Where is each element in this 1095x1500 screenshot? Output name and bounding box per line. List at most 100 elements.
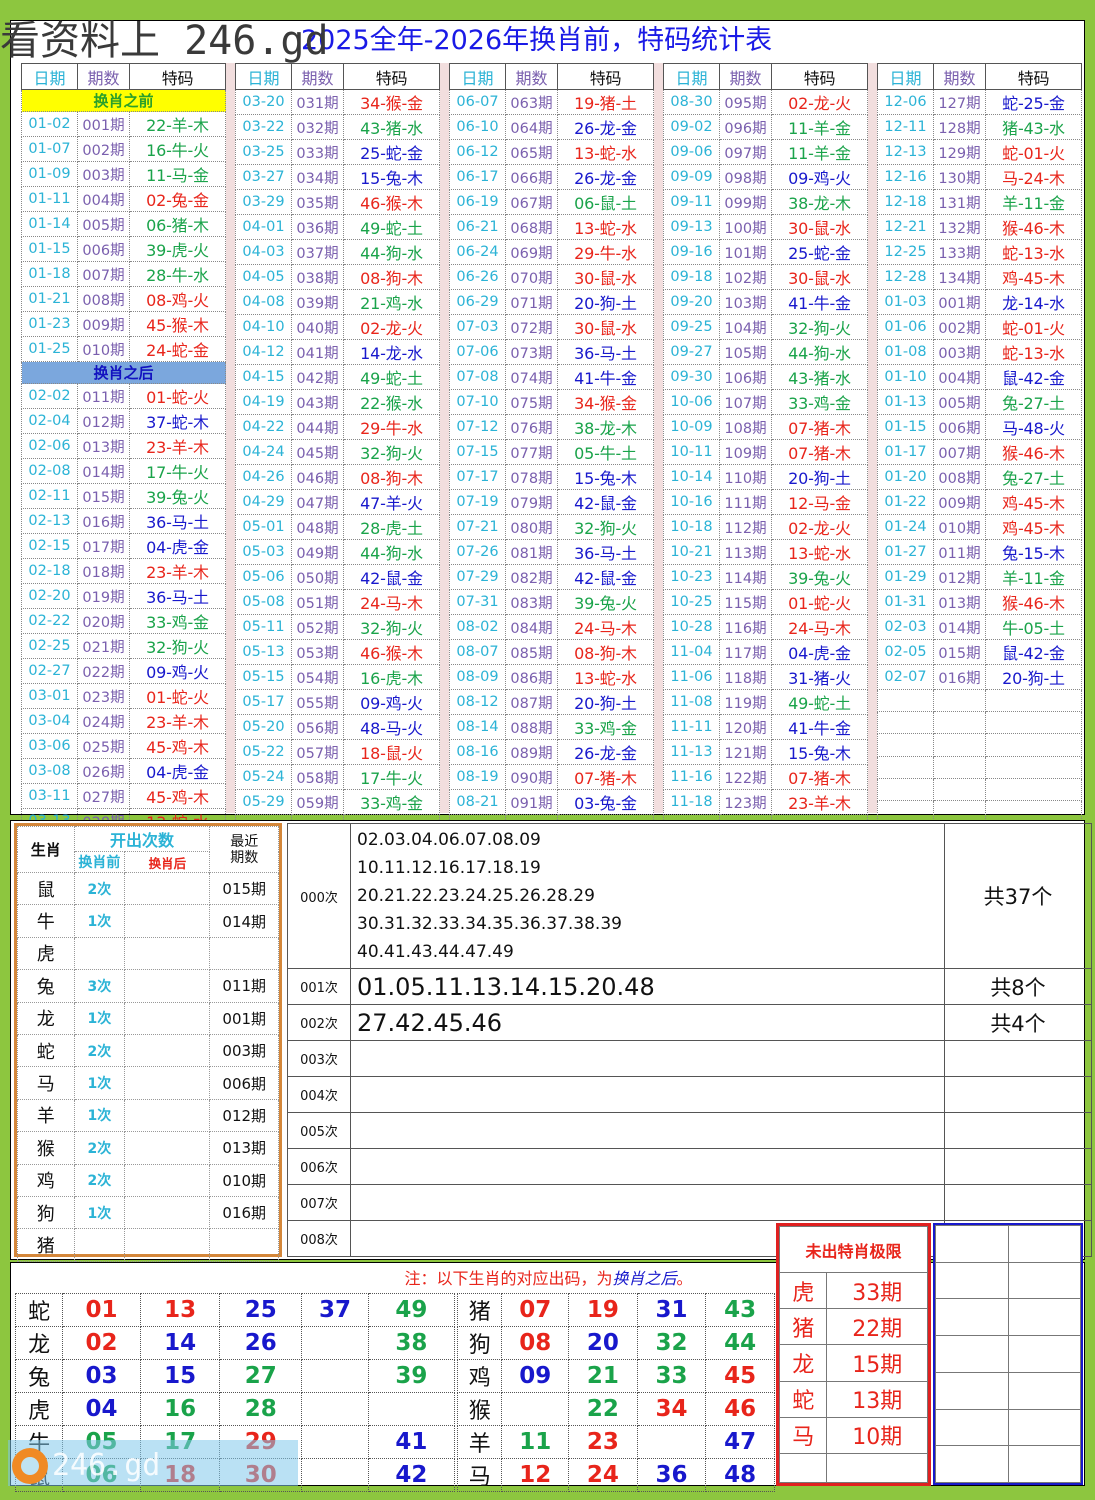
cell-date: 10-18 [663,514,720,540]
col-header-date: 日期 [449,63,506,90]
cell-date: 06-26 [449,264,506,290]
numbers-row [350,1184,945,1221]
cell-code: 42-鼠-金 [557,564,654,590]
cell-issue: 031期 [291,89,344,115]
note-emphasis: 换肖之后 [612,1269,677,1288]
cell-date: 01-21 [21,286,78,313]
table-row: 03-25 033期 25-蛇-金 [235,139,440,165]
empty-cell [877,711,934,735]
zodiac-number-cell: 08 [501,1326,570,1360]
col-header-code: 特码 [771,63,868,90]
blue-box-cell [935,1335,1009,1373]
table-row: 02-20 019期 36-马-土 [21,583,226,610]
cell-issue: 077期 [505,439,558,465]
zodiac-number-cell: 15 [139,1359,221,1393]
cell-date: 04-08 [235,289,292,315]
zodiac-number-cell: 38 [367,1326,456,1360]
cell-code: 17-牛-火 [129,458,226,485]
blue-box-table [935,1225,1081,1483]
cell-code: 29-牛-水 [343,414,440,440]
cell-date: 01-07 [21,136,78,163]
table-row: 07-19 079期 42-鼠-金 [449,489,654,515]
numbers-cell [350,1040,945,1077]
zodiac-count-before: 1次 [73,1066,126,1100]
col-header-issue: 期数 [77,63,130,90]
table-row: 09-20 103期 41-牛-金 [663,289,868,315]
cell-issue: 078期 [505,464,558,490]
cell-issue: 046期 [291,464,344,490]
cell-code: 09-鸡-火 [771,164,868,190]
cell-issue: 008期 [933,464,986,490]
zodiac-number-cell: 09 [501,1359,570,1393]
zodiac-row: 马 1次 006期 [17,1066,279,1100]
zodiac-number-cell: 29 [219,1425,303,1459]
cell-issue: 042期 [291,364,344,390]
blue-box-cell [935,1298,1009,1337]
main-table-block-4: 日期 期数 特码 08-30 095期 02-龙-火 09-02 096期 11-羊-金 09-0… [663,63,868,890]
cell-code: 11-马-金 [129,161,226,188]
cell-code: 23-羊-木 [129,708,226,735]
cell-date: 09-13 [663,214,720,240]
zodiac-number-cell: 11 [501,1425,570,1459]
table-row: 08-21 091期 03-兔-金 [449,789,654,815]
cell-issue: 120期 [719,714,772,740]
cell-date: 12-11 [877,114,934,140]
table-row: 10-09 108期 07-猪-木 [663,414,868,440]
cell-date: 01-08 [877,339,934,365]
table-row: 10-14 110期 20-狗-土 [663,464,868,490]
cell-date: 02-05 [877,639,934,665]
cell-issue: 086期 [505,664,558,690]
cell-issue: 131期 [933,189,986,215]
count-row: 003次 [287,1040,351,1077]
cell-issue: 053期 [291,639,344,665]
cell-code: 25-蛇-金 [771,239,868,265]
col-header-issue: 期数 [719,63,772,90]
limit-row: 猪 22期 [778,1308,928,1346]
total-row: 共8个 [944,968,1092,1005]
cell-issue: 001期 [77,111,130,138]
table-row: 01-17 007期 猴-46-木 [877,439,1082,465]
table-row: 05-06 050期 42-鼠-金 [235,564,440,590]
cell-date: 01-24 [877,514,934,540]
cell-date: 01-14 [21,211,78,238]
cell-code: 30-鼠-水 [557,314,654,340]
cell-code: 马-48-火 [985,414,1082,440]
count-row: 001次 [287,968,351,1005]
blue-box-cell [1007,1298,1081,1337]
banner-after: 换肖之后 [21,361,226,385]
cell-date: 01-27 [877,539,934,565]
empty-cell [985,755,1082,779]
table-row: 10-18 112期 02-龙-火 [663,514,868,540]
cell-date: 04-03 [235,239,292,265]
blue-box-row [935,1261,1081,1300]
cell-issue: 010期 [77,336,130,363]
table-row: 07-21 080期 32-狗-火 [449,514,654,540]
cell-code: 39-兔-火 [557,589,654,615]
blue-box-cell [935,1225,1009,1263]
cell-issue: 121期 [719,739,772,765]
cell-issue: 014期 [77,458,130,485]
zodiac-code-row: 鸡 09 21 33 45 [456,1359,775,1393]
cell-date: 05-13 [235,639,292,665]
cell-code: 39-兔-火 [129,483,226,510]
zodiac-code-left-table: 蛇 01 13 25 37 49 龙 02 14 26 38 兔 03 15 27 39 虎 04 16 28 牛… [14,1293,456,1492]
cell-code: 39-虎-火 [129,236,226,263]
zodiac-name: 鸡 [17,1163,75,1197]
totals-column: 共37个 共8个 共4个 [944,823,1092,1257]
cell-issue: 070期 [505,264,558,290]
cell-date: 01-23 [21,311,78,338]
col-header-date: 日期 [235,63,292,90]
table-row: 02-08 014期 17-牛-火 [21,458,226,485]
cell-code: 08-鸡-火 [129,286,226,313]
cell-date: 06-21 [449,214,506,240]
main-table-block-5: 日期 期数 特码 12-06 127期 蛇-25-金 12-11 128期 猪-43-水 12-1… [877,63,1082,868]
zodiac-name: 龙 [17,1001,75,1035]
cell-date: 01-02 [21,111,78,138]
table-row: 11-16 122期 07-猪-木 [663,764,868,790]
cell-code: 42-鼠-金 [343,564,440,590]
table-row: 06-26 070期 30-鼠-水 [449,264,654,290]
cell-issue: 034期 [291,164,344,190]
zodiac-row: 羊 1次 012期 [17,1098,279,1133]
cell-code: 49-蛇-土 [343,364,440,390]
cell-issue: 065期 [505,139,558,165]
